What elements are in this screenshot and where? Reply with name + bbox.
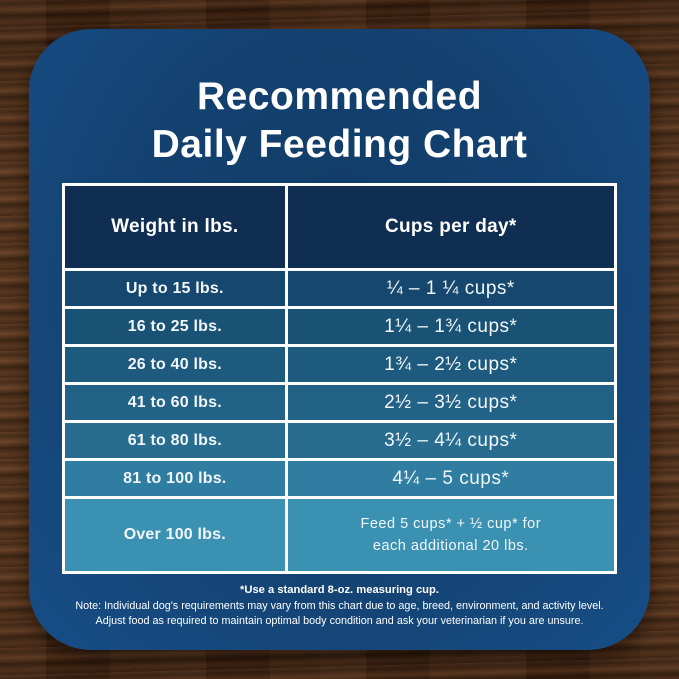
cups-cell-row2: 1¼ – 1¾ cups* (287, 309, 614, 344)
weight-cell-row3: 26 to 40 lbs. (65, 347, 285, 382)
cups-cell-row5: 3½ – 4¼ cups* (287, 423, 614, 458)
weight-cell-row1: Up to 15 lbs. (65, 271, 285, 306)
column-header-weight: Weight in lbs. (65, 186, 285, 268)
cups-cell-row7: Feed 5 cups* + ½ cup* for each additiona… (287, 499, 614, 571)
weight-cell-row2: 16 to 25 lbs. (65, 309, 285, 344)
cups-cell-row3: 1¾ – 2½ cups* (287, 347, 614, 382)
footnotes: *Use a standard 8-oz. measuring cup. Not… (51, 583, 628, 630)
page-title: Recommended Daily Feeding Chart (29, 73, 650, 168)
page-title-line2: Daily Feeding Chart (151, 122, 528, 166)
feeding-table: Weight in lbs. Cups per day* Up to 15 lb… (62, 183, 617, 574)
column-header-cups: Cups per day* (287, 186, 614, 268)
cups-cell-row4: 2½ – 3½ cups* (287, 385, 614, 420)
weight-cell-row5: 61 to 80 lbs. (65, 423, 285, 458)
feeding-chart-card: Recommended Daily Feeding Chart Weight i… (29, 29, 650, 650)
weight-cell-row7: Over 100 lbs. (65, 499, 285, 571)
page-title-line1: Recommended (196, 75, 483, 118)
footnote-note-line1: Note: Individual dog's requirements may … (75, 599, 604, 612)
weight-cell-row6: 81 to 100 lbs. (65, 461, 285, 496)
cups-cell-row6: 4¼ – 5 cups* (287, 461, 614, 496)
weight-cell-row4: 41 to 60 lbs. (65, 385, 285, 420)
cups-cell-row1: ¼ – 1 ¼ cups* (287, 271, 614, 306)
footnote-note-line2: Adjust food as required to maintain opti… (95, 615, 584, 628)
footnote-measuring-cup: *Use a standard 8-oz. measuring cup. (240, 584, 439, 596)
